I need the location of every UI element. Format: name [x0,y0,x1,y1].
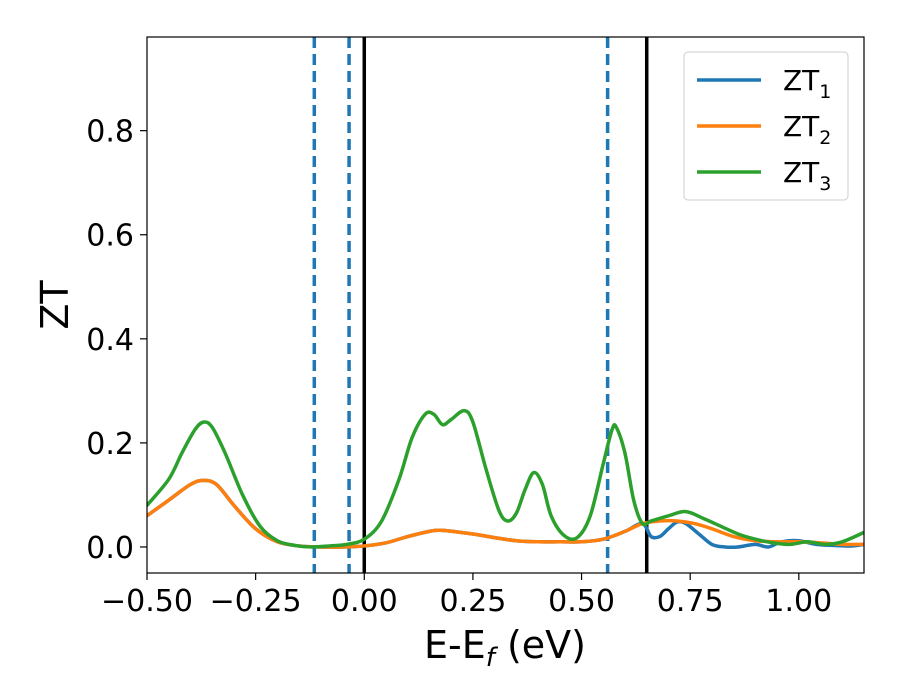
x-tick-label: −0.25 [210,584,302,619]
legend: ZT1 ZT2 ZT3 [683,51,849,201]
y-tick-label: 0.6 [86,219,134,254]
x-axis-ticks: −0.50 −0.25 0.00 0.25 0.50 0.75 1.00 [101,573,832,619]
y-tick-label: 0.2 [86,427,134,462]
x-axis-label-main: E-E [424,623,486,667]
x-tick-label: 0.25 [440,584,507,619]
legend-label-zt2: ZT2 [783,110,831,149]
plot-frame [146,36,865,574]
legend-label-zt3: ZT3 [783,156,831,195]
x-tick-label: −0.50 [101,584,193,619]
y-tick-label: 0.0 [86,531,134,566]
series-line-zt3 [147,408,864,549]
x-tick-label: 0.50 [548,584,615,619]
legend-items: ZT1 ZT2 ZT3 [697,64,831,195]
x-tick-label: 0.00 [331,584,398,619]
legend-label-zt1: ZT1 [783,64,831,103]
reference-lines [312,37,649,573]
legend-box [683,51,849,201]
x-tick-label: 0.75 [657,584,724,619]
series-lines [147,408,864,550]
x-axis-label: E-Ef (eV) [424,623,586,673]
y-axis-label: ZT [33,280,77,330]
y-axis-ticks: 0.0 0.2 0.4 0.6 0.8 [86,115,147,566]
series-line-zt2 [147,478,864,549]
x-axis-label-unit: (eV) [495,623,586,667]
x-tick-label: 1.00 [765,584,832,619]
y-tick-label: 0.4 [86,323,134,358]
y-tick-label: 0.8 [86,115,134,150]
